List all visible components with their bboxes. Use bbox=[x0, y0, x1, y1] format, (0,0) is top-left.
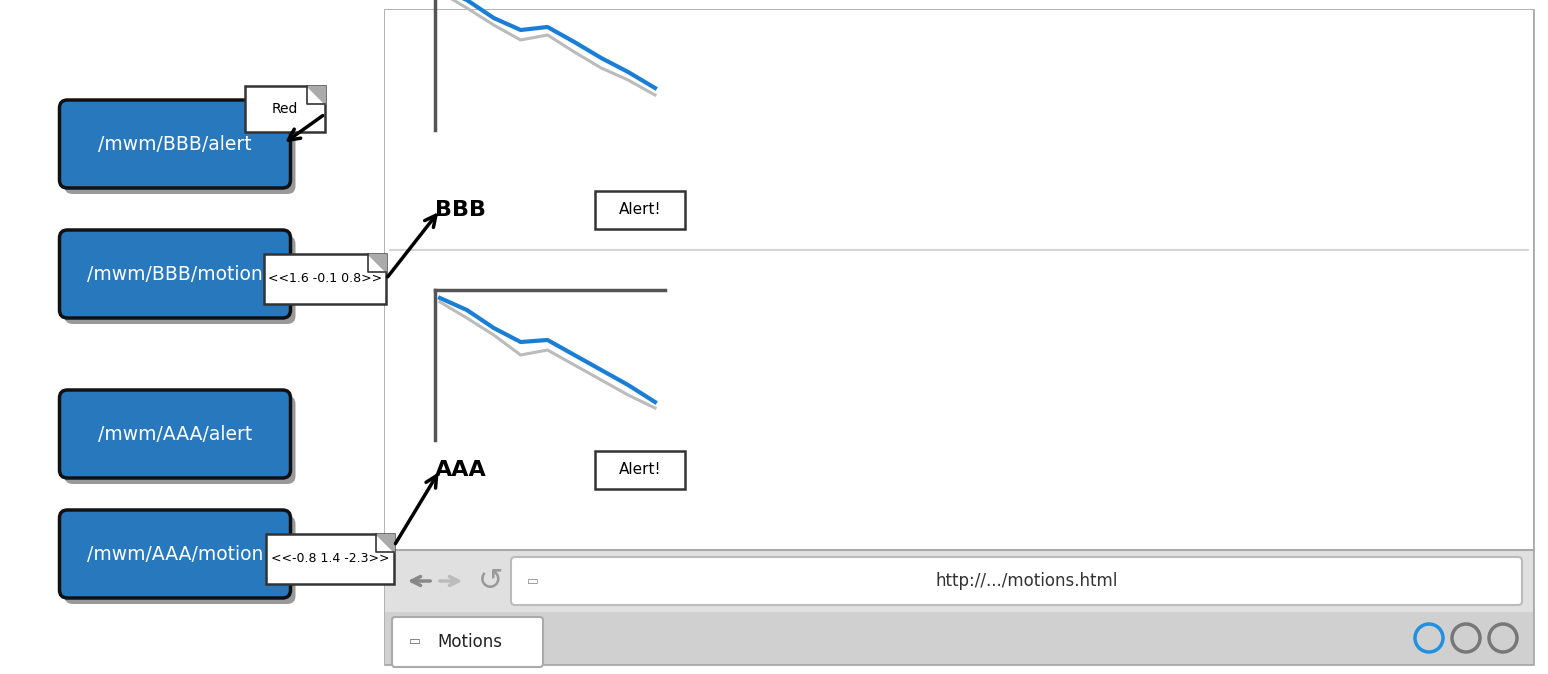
FancyBboxPatch shape bbox=[65, 396, 296, 484]
Bar bbox=[385, 550, 1533, 612]
FancyBboxPatch shape bbox=[511, 557, 1522, 605]
FancyBboxPatch shape bbox=[65, 516, 296, 604]
Text: Alert!: Alert! bbox=[619, 202, 661, 218]
FancyBboxPatch shape bbox=[245, 86, 325, 132]
FancyBboxPatch shape bbox=[59, 390, 291, 478]
Text: ▭: ▭ bbox=[409, 636, 421, 648]
Polygon shape bbox=[307, 86, 325, 104]
Text: <<1.6 -0.1 0.8>>: <<1.6 -0.1 0.8>> bbox=[268, 272, 382, 286]
FancyBboxPatch shape bbox=[59, 510, 291, 598]
Text: AAA: AAA bbox=[435, 460, 486, 480]
FancyBboxPatch shape bbox=[594, 191, 686, 229]
Bar bbox=[385, 612, 1533, 664]
Text: /mwm/AAA/motion: /mwm/AAA/motion bbox=[87, 545, 263, 563]
Text: /mwm/BBB/alert: /mwm/BBB/alert bbox=[98, 135, 252, 154]
FancyBboxPatch shape bbox=[59, 230, 291, 318]
Polygon shape bbox=[376, 534, 395, 552]
Text: ↺: ↺ bbox=[478, 567, 503, 596]
Text: Motions: Motions bbox=[438, 633, 503, 651]
FancyBboxPatch shape bbox=[392, 617, 543, 667]
FancyBboxPatch shape bbox=[266, 534, 395, 584]
Polygon shape bbox=[368, 254, 385, 272]
Bar bbox=[385, 10, 1533, 664]
FancyBboxPatch shape bbox=[59, 100, 291, 188]
Bar bbox=[385, 10, 1533, 550]
Text: /mwm/AAA/alert: /mwm/AAA/alert bbox=[98, 425, 252, 443]
Text: BBB: BBB bbox=[435, 200, 486, 220]
Text: Alert!: Alert! bbox=[619, 462, 661, 477]
FancyBboxPatch shape bbox=[594, 451, 686, 489]
Text: <<-0.8 1.4 -2.3>>: <<-0.8 1.4 -2.3>> bbox=[271, 553, 389, 565]
FancyBboxPatch shape bbox=[65, 236, 296, 324]
Text: ▭: ▭ bbox=[528, 574, 539, 588]
FancyBboxPatch shape bbox=[265, 254, 385, 304]
Text: http://.../motions.html: http://.../motions.html bbox=[935, 572, 1118, 590]
FancyBboxPatch shape bbox=[65, 106, 296, 194]
Text: /mwm/BBB/motion: /mwm/BBB/motion bbox=[87, 264, 263, 284]
Text: Red: Red bbox=[272, 102, 299, 116]
